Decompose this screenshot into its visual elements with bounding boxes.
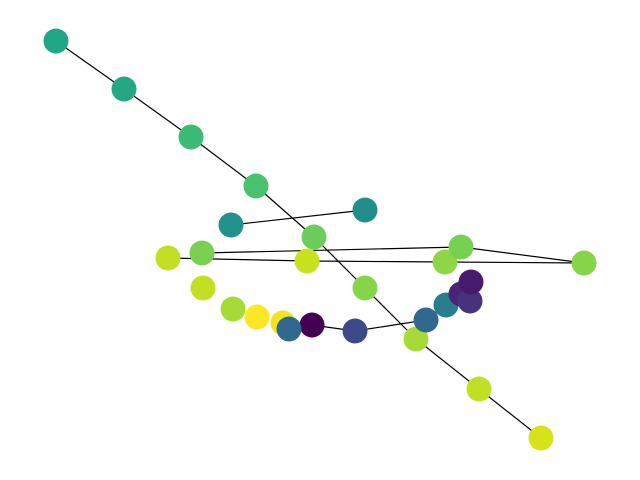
node-n25: [413, 307, 439, 333]
node-n17: [189, 240, 215, 266]
edge-n1-n2: [55, 40, 125, 90]
node-n28: [457, 288, 483, 314]
node-n15: [571, 250, 597, 276]
node-n23: [276, 316, 302, 342]
edge-n4-n5: [255, 185, 315, 238]
node-n8: [466, 376, 492, 402]
node-n18: [190, 275, 216, 301]
edge-n16-n17: [201, 246, 462, 254]
node-n22: [299, 312, 325, 338]
node-n11: [352, 197, 378, 223]
edge-n8-n9: [478, 388, 542, 439]
node-n13: [294, 248, 320, 274]
node-n14: [432, 249, 458, 275]
edge-n2-n3: [123, 88, 192, 138]
node-n4: [243, 173, 269, 199]
edge-n12-n13: [167, 257, 308, 262]
node-n7: [403, 326, 429, 352]
edge-n10-n11: [230, 209, 366, 226]
node-n20: [244, 304, 270, 330]
edge-n3-n4: [190, 136, 257, 187]
node-n3: [178, 124, 204, 150]
node-n19: [220, 296, 246, 322]
node-n6: [352, 275, 378, 301]
node-n1: [43, 28, 69, 54]
node-n10: [218, 212, 244, 238]
node-n29: [458, 269, 484, 295]
graph-nodes: [43, 28, 597, 451]
edge-n15-n16: [460, 246, 585, 264]
node-n2: [111, 76, 137, 102]
node-n12: [155, 245, 181, 271]
node-n5: [301, 224, 327, 250]
edge-n14-n15: [444, 261, 585, 264]
edge-n7-n8: [415, 338, 480, 390]
node-n16: [448, 234, 474, 260]
node-n9: [528, 425, 554, 451]
node-n24: [342, 318, 368, 344]
edge-n13-n14: [306, 260, 446, 263]
